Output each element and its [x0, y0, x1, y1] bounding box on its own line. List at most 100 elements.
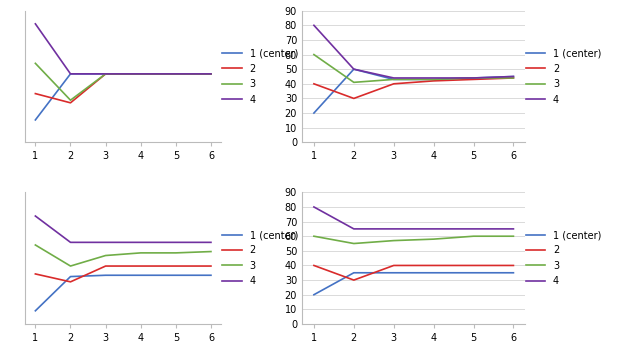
3 — [137, 72, 145, 76]
4 — [470, 227, 478, 231]
Legend: 1 (center), 2, 3, 4: 1 (center), 2, 3, 4 — [222, 48, 298, 105]
2 — [310, 263, 317, 268]
1 (center) — [102, 273, 109, 277]
Line: 4: 4 — [314, 207, 514, 229]
Legend: 1 (center), 2, 3, 4: 1 (center), 2, 3, 4 — [526, 230, 601, 286]
Line: 2: 2 — [35, 266, 211, 282]
3 — [102, 72, 109, 76]
3 — [510, 76, 517, 80]
4 — [350, 67, 358, 71]
3 — [207, 250, 215, 254]
3 — [137, 251, 145, 255]
2 — [390, 82, 397, 86]
3 — [172, 72, 179, 76]
4 — [137, 72, 145, 76]
4 — [67, 240, 75, 245]
4 — [102, 240, 109, 245]
Line: 4: 4 — [314, 25, 514, 78]
4 — [430, 227, 437, 231]
2 — [102, 72, 109, 76]
2 — [207, 72, 215, 76]
3 — [390, 77, 397, 82]
Line: 1 (center): 1 (center) — [314, 69, 514, 113]
1 (center) — [350, 67, 358, 71]
3 — [470, 76, 478, 80]
2 — [310, 82, 317, 86]
2 — [32, 272, 39, 276]
1 (center) — [32, 309, 39, 313]
2 — [470, 77, 478, 82]
3 — [430, 237, 437, 241]
2 — [350, 278, 358, 282]
4 — [67, 72, 75, 76]
4 — [430, 76, 437, 80]
3 — [510, 234, 517, 239]
2 — [172, 72, 179, 76]
Line: 1 (center): 1 (center) — [35, 275, 211, 311]
3 — [67, 98, 75, 102]
1 (center) — [102, 72, 109, 76]
4 — [137, 240, 145, 245]
4 — [172, 72, 179, 76]
4 — [207, 72, 215, 76]
3 — [172, 251, 179, 255]
3 — [32, 243, 39, 247]
Line: 1 (center): 1 (center) — [314, 273, 514, 295]
2 — [172, 264, 179, 268]
2 — [137, 264, 145, 268]
2 — [350, 96, 358, 100]
3 — [102, 253, 109, 258]
1 (center) — [172, 273, 179, 277]
1 (center) — [510, 271, 517, 275]
3 — [32, 61, 39, 66]
Line: 3: 3 — [314, 236, 514, 244]
1 (center) — [172, 72, 179, 76]
3 — [207, 72, 215, 76]
4 — [102, 72, 109, 76]
1 (center) — [207, 273, 215, 277]
Legend: 1 (center), 2, 3, 4: 1 (center), 2, 3, 4 — [222, 230, 298, 286]
1 (center) — [67, 72, 75, 76]
3 — [350, 80, 358, 84]
3 — [470, 234, 478, 239]
1 (center) — [470, 271, 478, 275]
1 (center) — [430, 77, 437, 82]
1 (center) — [510, 74, 517, 79]
Line: 4: 4 — [35, 24, 211, 74]
Line: 2: 2 — [314, 78, 514, 98]
1 (center) — [310, 293, 317, 297]
4 — [470, 76, 478, 80]
Line: 2: 2 — [314, 266, 514, 280]
2 — [430, 263, 437, 268]
4 — [510, 227, 517, 231]
1 (center) — [350, 271, 358, 275]
2 — [207, 264, 215, 268]
1 (center) — [67, 274, 75, 279]
2 — [102, 264, 109, 268]
4 — [350, 227, 358, 231]
3 — [350, 241, 358, 246]
2 — [137, 72, 145, 76]
Line: 2: 2 — [35, 74, 211, 103]
1 (center) — [137, 72, 145, 76]
4 — [510, 74, 517, 79]
Line: 3: 3 — [35, 245, 211, 266]
1 (center) — [32, 118, 39, 122]
2 — [510, 76, 517, 80]
1 (center) — [310, 111, 317, 115]
Legend: 1 (center), 2, 3, 4: 1 (center), 2, 3, 4 — [526, 48, 601, 105]
4 — [32, 214, 39, 218]
Line: 3: 3 — [314, 54, 514, 82]
2 — [470, 263, 478, 268]
4 — [390, 76, 397, 80]
3 — [67, 264, 75, 268]
1 (center) — [137, 273, 145, 277]
Line: 4: 4 — [35, 216, 211, 242]
2 — [67, 101, 75, 105]
1 (center) — [207, 72, 215, 76]
4 — [310, 205, 317, 209]
2 — [510, 263, 517, 268]
Line: 3: 3 — [35, 63, 211, 100]
3 — [310, 234, 317, 239]
1 (center) — [430, 271, 437, 275]
